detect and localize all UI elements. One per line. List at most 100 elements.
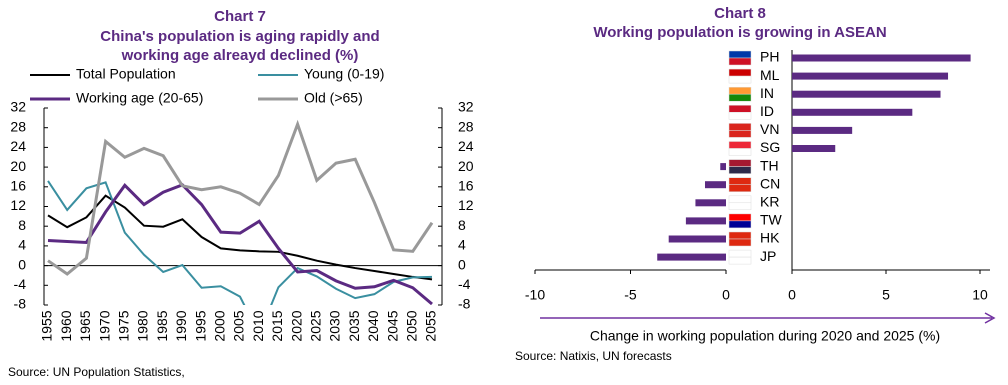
legend-label: Total Population bbox=[76, 66, 176, 82]
flag bbox=[728, 130, 752, 138]
x-tick-label: 2040 bbox=[365, 310, 381, 341]
x-tick-label: 1980 bbox=[135, 310, 151, 341]
y2-tick-label: 24 bbox=[458, 138, 474, 154]
x-tick-label: 2025 bbox=[308, 310, 324, 341]
bar bbox=[792, 145, 836, 152]
bar bbox=[695, 199, 726, 207]
bar bbox=[685, 217, 726, 225]
flag bbox=[728, 249, 752, 258]
y-tick-label: 4 bbox=[18, 237, 26, 253]
bar bbox=[657, 253, 726, 261]
category-label: JP bbox=[760, 248, 776, 264]
bar bbox=[668, 235, 726, 243]
x-tick-label: 0 bbox=[722, 287, 730, 303]
bar bbox=[720, 163, 726, 171]
x-tick-label: 2005 bbox=[231, 310, 247, 341]
x-tick-label: 1990 bbox=[173, 310, 189, 341]
x-tick-label: 1985 bbox=[154, 310, 170, 341]
flag bbox=[728, 93, 752, 102]
y2-tick-label: 4 bbox=[458, 237, 466, 253]
y-tick-label: 28 bbox=[10, 118, 26, 134]
y2-tick-label: 20 bbox=[458, 158, 474, 174]
title: Chart 7 bbox=[214, 8, 266, 25]
title: Chart 8 bbox=[714, 5, 766, 22]
flag bbox=[728, 86, 752, 95]
line-series bbox=[47, 119, 434, 276]
category-label: IN bbox=[760, 85, 774, 101]
arrow-head bbox=[984, 312, 996, 324]
line-series bbox=[47, 180, 433, 305]
category-label: SG bbox=[760, 139, 780, 155]
category-label: ML bbox=[760, 67, 780, 83]
flag bbox=[728, 75, 752, 84]
x-tick-label: 1955 bbox=[39, 310, 55, 341]
y2-tick-label: 32 bbox=[458, 99, 474, 115]
flag bbox=[728, 159, 752, 167]
bar bbox=[792, 126, 853, 134]
flag bbox=[728, 112, 752, 120]
flag bbox=[728, 213, 752, 222]
x-tick-label: 2015 bbox=[269, 310, 285, 341]
flag bbox=[728, 50, 752, 59]
bar bbox=[792, 54, 971, 62]
flag bbox=[728, 68, 752, 77]
y-tick-label: -8 bbox=[14, 296, 27, 312]
x-tick-label: 0 bbox=[788, 287, 796, 303]
x-tick-label: -5 bbox=[624, 287, 637, 303]
legend-label: Working age (20-65) bbox=[76, 90, 203, 106]
bar bbox=[792, 108, 913, 116]
flag bbox=[728, 105, 752, 113]
x-tick-label: 10 bbox=[972, 287, 988, 303]
y-tick-label: 8 bbox=[18, 217, 26, 233]
flag bbox=[728, 256, 752, 265]
source: Source: Natixis, UN forecasts bbox=[515, 349, 672, 363]
y-tick-label: 24 bbox=[10, 138, 26, 154]
category-label: VN bbox=[760, 121, 779, 137]
flag bbox=[728, 141, 752, 149]
x-tick-label: 1960 bbox=[58, 310, 74, 341]
y2-tick-label: 28 bbox=[458, 118, 474, 134]
y2-tick-label: 0 bbox=[458, 256, 466, 272]
x-tick-label: 2010 bbox=[250, 310, 266, 341]
plot bbox=[47, 119, 434, 305]
flag bbox=[728, 231, 752, 240]
x-axis-label: Change in working population during 2020… bbox=[590, 328, 940, 344]
category-label: ID bbox=[760, 103, 774, 119]
flag bbox=[728, 195, 752, 204]
source: Source: UN Population Statistics, bbox=[8, 365, 185, 379]
x-tick-label: 1970 bbox=[96, 310, 112, 341]
bar bbox=[792, 90, 941, 98]
x-tick-label: 1995 bbox=[192, 310, 208, 341]
subtitle: Working population is growing in ASEAN bbox=[593, 24, 886, 41]
category-label: CN bbox=[760, 175, 780, 191]
category-label: TH bbox=[760, 157, 779, 173]
flag bbox=[728, 166, 752, 174]
flag bbox=[728, 202, 752, 211]
x-tick-label: 1965 bbox=[77, 310, 93, 341]
y2-tick-label: 16 bbox=[458, 178, 474, 194]
y-tick-label: 16 bbox=[10, 178, 26, 194]
x-tick-label: 5 bbox=[882, 287, 890, 303]
y2-tick-label: 8 bbox=[458, 217, 466, 233]
line-series bbox=[47, 183, 433, 305]
y2-tick-label: 12 bbox=[458, 197, 474, 213]
x-tick-label: 2030 bbox=[327, 310, 343, 341]
flag bbox=[728, 57, 752, 66]
legend-label: Young (0-19) bbox=[304, 66, 384, 82]
y-tick-label: 32 bbox=[10, 99, 26, 115]
category-label: PH bbox=[760, 49, 779, 65]
x-tick-label: 2000 bbox=[212, 310, 228, 341]
flag bbox=[728, 177, 752, 185]
x-tick-label: 2020 bbox=[288, 310, 304, 341]
category-label: HK bbox=[760, 230, 780, 246]
y-tick-label: 20 bbox=[10, 158, 26, 174]
line-series bbox=[47, 194, 433, 281]
flag bbox=[728, 148, 752, 156]
y-tick-label: -4 bbox=[14, 276, 27, 292]
category-label: KR bbox=[760, 194, 779, 210]
flag bbox=[728, 238, 752, 247]
category-label: TW bbox=[760, 212, 783, 228]
y-tick-label: 0 bbox=[18, 256, 26, 272]
x-tick-label: 2045 bbox=[384, 310, 400, 341]
